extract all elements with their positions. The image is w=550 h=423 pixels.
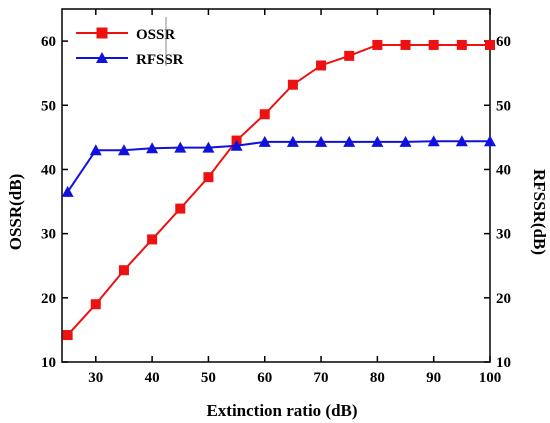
series-ossr-point [203, 172, 214, 183]
axis-ticks: 30 40 50 60 70 80 90 10010203040506010203040506… [41, 9, 511, 386]
series-rfssr-point [258, 135, 271, 147]
x-tick-label: 50 [201, 370, 216, 386]
legend-ossr-marker [96, 27, 108, 39]
x-tick-label: 100 [479, 370, 502, 386]
y-right-tick-label: 10 [496, 355, 511, 371]
series-rfssr-point [343, 135, 356, 147]
series-ossr-point [428, 39, 439, 50]
legend: OSSR RFSSR [76, 17, 184, 68]
series-ossr-point [147, 234, 158, 245]
plot-frame [61, 8, 491, 363]
x-tick-label: 80 [370, 370, 385, 386]
x-tick-label: 30 [88, 370, 103, 386]
series-ossr-point [372, 39, 383, 50]
x-tick-label: 40 [145, 370, 160, 386]
series-rfssr-point [230, 139, 243, 151]
legend-rfssr-label: RFSSR [136, 52, 184, 68]
x-tick-label: 90 [426, 370, 441, 386]
series-ossr-point [90, 299, 101, 310]
series-ossr-point [118, 265, 129, 276]
y-left-tick-label: 20 [41, 291, 56, 307]
y-left-tick-label: 50 [41, 98, 56, 114]
series-rfssr-point [89, 144, 102, 156]
y-right-tick-label: 40 [496, 162, 511, 178]
series-rfssr-point [146, 142, 159, 154]
series-ossr-point [287, 79, 298, 90]
y-left-tick-label: 40 [41, 162, 56, 178]
series-rfssr-point [315, 135, 328, 147]
series-rfssr-point [202, 141, 215, 153]
y-left-tick-label: 30 [41, 227, 56, 243]
series-rfssr-point [484, 135, 496, 147]
series-ossr-point [400, 39, 411, 50]
series-rfssr-point [174, 141, 187, 153]
series-ossr-point [175, 203, 186, 214]
legend-rfssr-marker [96, 52, 108, 63]
series-rfssr-point [61, 185, 74, 197]
series-ossr-point [62, 330, 73, 341]
series-rfssr-point [427, 135, 440, 147]
series-rfssr-point [455, 135, 468, 147]
series-ossr-point [485, 39, 495, 50]
x-tick-label: 70 [314, 370, 329, 386]
series-rfssr-point [117, 144, 130, 156]
series-rfssr-point [286, 135, 299, 147]
series-ossr-point [344, 50, 355, 61]
y-left-tick-label: 60 [41, 34, 56, 50]
series-ossr-line [66, 43, 490, 336]
series-rfssr-point [399, 135, 412, 147]
series-rfssr-point [371, 135, 384, 147]
y-right-tick-label: 20 [496, 291, 511, 307]
y-right-tick-label: 50 [496, 98, 511, 114]
series-ossr-point [456, 39, 467, 50]
legend-ossr-label: OSSR [136, 27, 175, 43]
plot-border [61, 8, 491, 363]
x-axis-label: Extinction ratio (dB) [206, 401, 357, 420]
x-tick-label: 60 [257, 370, 272, 386]
y-right-tick-label: 60 [496, 34, 511, 50]
y-right-tick-label: 30 [496, 227, 511, 243]
y-left-tick-label: 10 [41, 355, 56, 371]
series-ossr-point [259, 109, 270, 120]
y-axis-right-label: RFSSR(dB) [530, 169, 549, 255]
series-ossr-point [316, 60, 327, 71]
y-axis-left-label: OSSR(dB) [6, 174, 25, 251]
series-rfssr-line [66, 140, 490, 193]
series-layer [61, 39, 496, 341]
